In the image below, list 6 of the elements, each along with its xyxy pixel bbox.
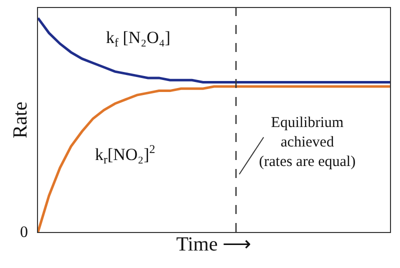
y-axis-title: Rate xyxy=(10,102,32,138)
annotation: Equilibrium achieved (rates are equal) xyxy=(259,115,356,170)
x-axis-title: Time ⟶ xyxy=(176,234,252,256)
series-label: k$_{f}$ [N₂O₄] xyxy=(106,28,170,50)
text: 0 xyxy=(20,224,28,241)
series-label: k$_{r}$[NO₂]$^{2}$ xyxy=(95,142,156,167)
